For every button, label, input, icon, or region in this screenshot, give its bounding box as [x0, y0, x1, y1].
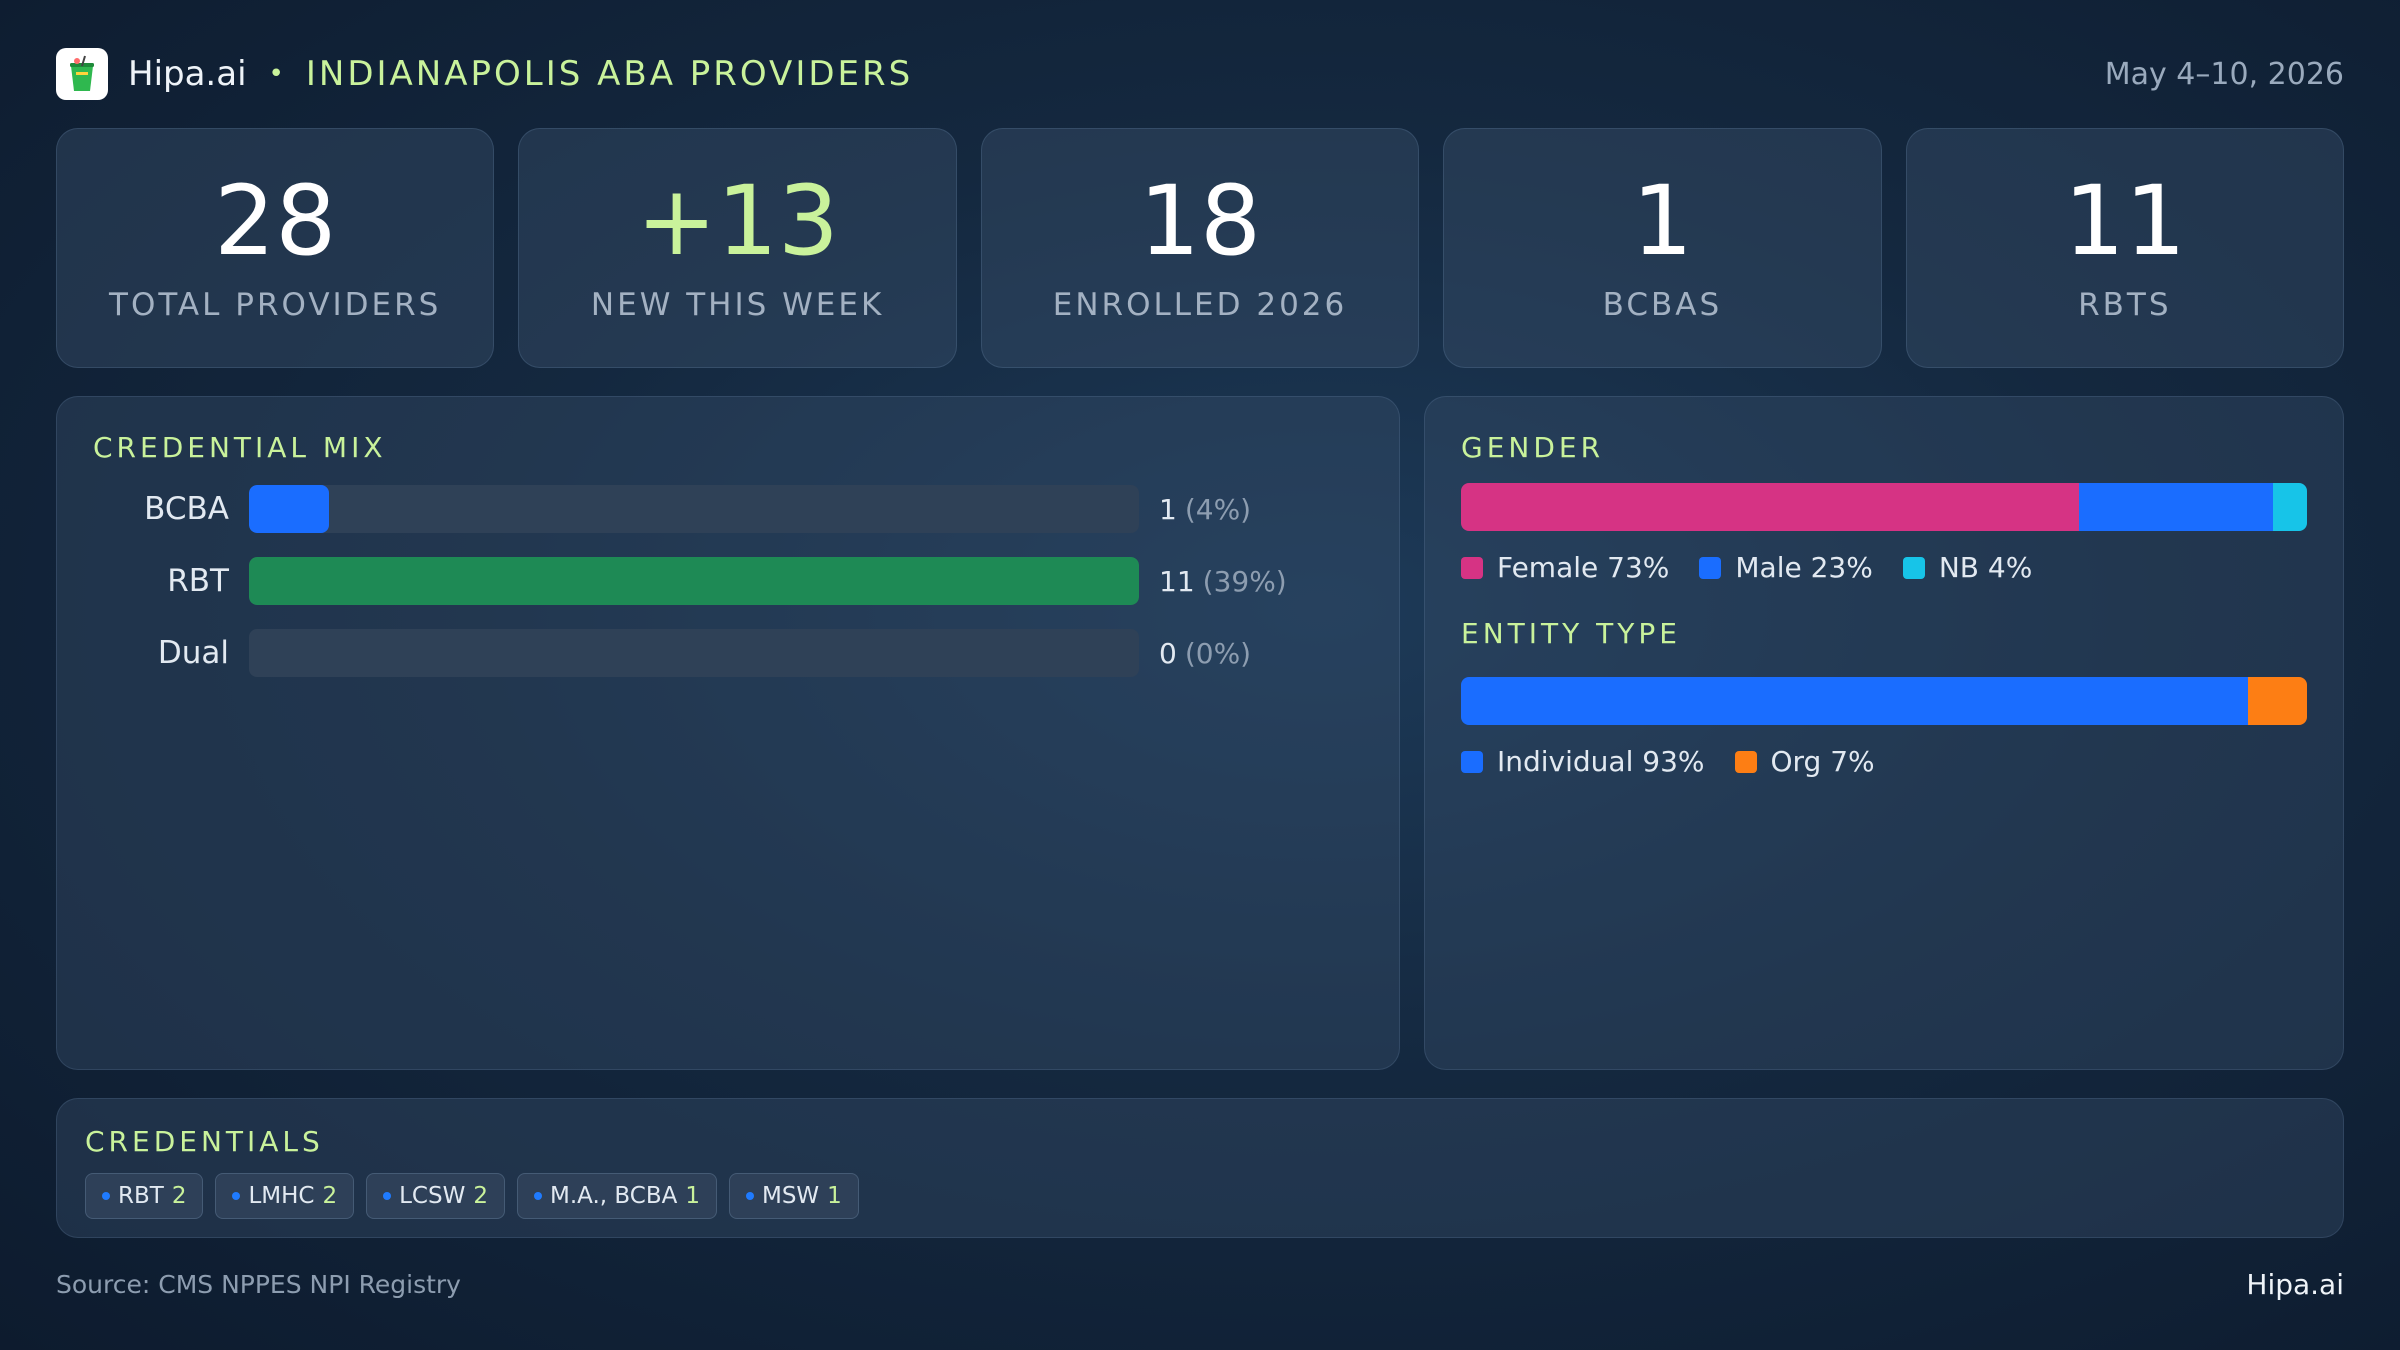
legend-swatch [1734, 750, 1757, 773]
legend-swatch [1902, 556, 1925, 579]
source-note: Source: CMS NPPES NPI Registry [56, 1270, 461, 1299]
legend-label: Female 73% [1497, 551, 1670, 584]
gender-legend-item: Female 73% [1461, 551, 1669, 584]
credentials-panel: CREDENTIALS RBT 2 LMHC 2 LCSW 2 M.A., BCBA 1… [56, 1098, 2344, 1238]
demographics-panel: GENDER Female 73% Male 23% NB 4% ENTITY TY… [1424, 396, 2344, 1070]
legend-swatch [1461, 556, 1483, 579]
date-range: May 4–10, 2026 [2104, 56, 2344, 92]
entity-segment [2247, 677, 2307, 725]
mix-percent: (4%) [1184, 492, 1252, 526]
kpi-total-providers: 28 TOTAL PROVIDERS [56, 128, 495, 368]
dot-icon [533, 1192, 542, 1200]
entity-legend-item: Individual 93% [1461, 745, 1705, 778]
title-separator: • [268, 59, 284, 89]
mix-row-dual: Dual 0 (0%) [57, 629, 1251, 677]
mix-track [249, 557, 1139, 605]
dot-icon [383, 1192, 392, 1200]
chip-name: M.A., BCBA [549, 1183, 678, 1209]
kpi-value: 1 [1631, 165, 1693, 277]
entity-segment [1461, 677, 2248, 725]
mix-label: RBT [167, 563, 229, 599]
credential-chip[interactable]: LMHC 2 [215, 1173, 355, 1219]
chip-name: LCSW [399, 1183, 466, 1209]
kpi-label: TOTAL PROVIDERS [109, 287, 442, 323]
panel-title: CREDENTIALS [85, 1125, 324, 1158]
kpi-row: 28 TOTAL PROVIDERS +13 NEW THIS WEEK 18 … [56, 128, 2345, 368]
chip-name: LMHC [248, 1183, 315, 1209]
chip-count: 2 [473, 1183, 488, 1209]
mix-count: 0 [1159, 636, 1177, 670]
mix-label: Dual [157, 635, 229, 671]
credential-chip[interactable]: MSW 1 [728, 1173, 859, 1219]
kpi-value: 28 [214, 165, 337, 277]
page-title: INDIANAPOLIS ABA PROVIDERS [305, 54, 914, 94]
credential-chip[interactable]: M.A., BCBA 1 [516, 1173, 717, 1219]
gender-segment [2078, 483, 2274, 531]
brand-name: Hipa.ai [128, 54, 247, 94]
legend-label: Individual 93% [1497, 745, 1705, 778]
mix-track [249, 485, 1139, 533]
chip-count: 2 [171, 1183, 187, 1209]
kpi-value: 11 [2063, 165, 2186, 277]
mix-count: 11 [1159, 564, 1195, 598]
mix-percent: (0%) [1184, 636, 1252, 670]
mix-label: BCBA [144, 491, 229, 527]
credential-mix-panel: CREDENTIAL MIX BCBA 1 (4%) RBT 11 (39%) Du… [56, 396, 1400, 1070]
legend-label: NB 4% [1938, 551, 2033, 584]
chip-name: RBT [118, 1183, 164, 1209]
entity-type-legend: Individual 93% Org 7% [1461, 745, 1905, 778]
mix-percent: (39%) [1202, 564, 1287, 598]
kpi-value: 18 [1138, 165, 1262, 277]
legend-label: Male 23% [1735, 551, 1873, 584]
credential-chip[interactable]: LCSW 2 [366, 1173, 505, 1219]
gender-legend-item: Male 23% [1699, 551, 1873, 584]
legend-label: Org 7% [1770, 745, 1875, 778]
mix-row-bcba: BCBA 1 (4%) [57, 485, 1251, 533]
gender-segment [2273, 483, 2307, 531]
kpi-rbts: 11 RBTS [1905, 128, 2345, 368]
footer-brand: Hipa.ai [2246, 1268, 2344, 1301]
mix-bar-bcba [249, 485, 330, 533]
mix-value: 0 (0%) [1159, 637, 1251, 670]
drink-cup-icon[interactable] [56, 48, 108, 100]
gender-legend: Female 73% Male 23% NB 4% [1461, 551, 2062, 584]
chip-name: MSW [761, 1183, 820, 1209]
credential-chips: RBT 2 LMHC 2 LCSW 2 M.A., BCBA 1 MSW 1 [85, 1173, 859, 1219]
mix-value: 11 (39%) [1159, 565, 1287, 598]
kpi-bcbas: 1 BCBAS [1443, 128, 1882, 368]
gender-title: GENDER [1461, 431, 1605, 464]
entity-legend-item: Org 7% [1734, 745, 1875, 778]
kpi-new-this-week: +13 NEW THIS WEEK [518, 128, 957, 368]
legend-swatch [1461, 750, 1483, 773]
kpi-label: ENROLLED 2026 [1052, 287, 1348, 323]
mix-row-rbt: RBT 11 (39%) [57, 557, 1287, 605]
panel-title: CREDENTIAL MIX [93, 431, 387, 464]
credential-chip[interactable]: RBT 2 [85, 1173, 204, 1219]
kpi-label: RBTS [2078, 287, 2172, 323]
kpi-label: NEW THIS WEEK [590, 287, 885, 323]
gender-legend-item: NB 4% [1902, 551, 2033, 584]
chip-count: 2 [322, 1183, 338, 1209]
mix-value: 1 (4%) [1159, 493, 1251, 526]
chip-count: 1 [685, 1183, 700, 1209]
mix-track [249, 629, 1139, 677]
mix-count: 1 [1159, 492, 1177, 526]
dot-icon [745, 1192, 754, 1200]
dot-icon [232, 1192, 241, 1200]
gender-stacked-bar [1461, 483, 2307, 531]
entity-type-title: ENTITY TYPE [1461, 617, 1681, 650]
dot-icon [102, 1192, 110, 1200]
legend-swatch [1699, 556, 1722, 579]
entity-type-stacked-bar [1461, 677, 2307, 725]
mix-bar-rbt [249, 557, 1139, 605]
kpi-label: BCBAS [1602, 287, 1723, 323]
chip-count: 1 [827, 1183, 842, 1209]
gender-segment [1461, 483, 2079, 531]
kpi-enrolled-2026: 18 ENROLLED 2026 [980, 128, 1420, 368]
header: Hipa.ai • INDIANAPOLIS ABA PROVIDERS May… [56, 48, 2344, 100]
kpi-value: +13 [636, 165, 839, 277]
